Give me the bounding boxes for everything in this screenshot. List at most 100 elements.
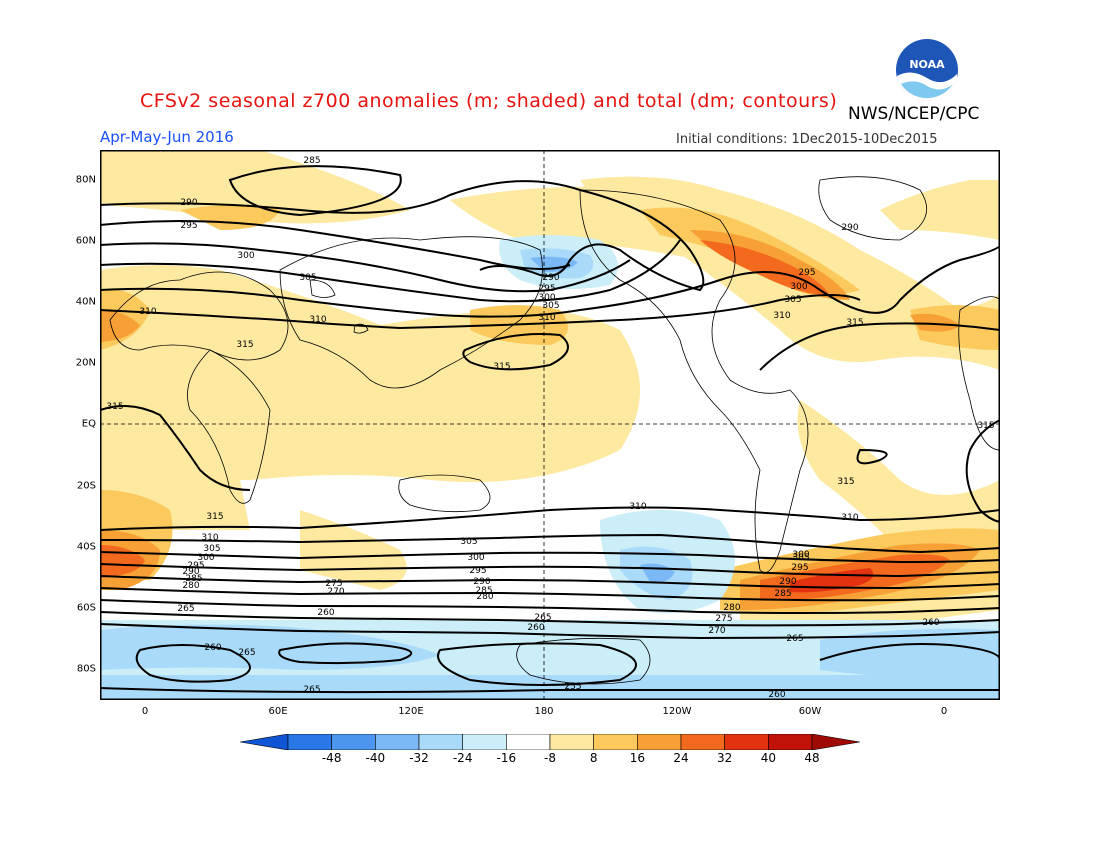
contour-label: 310	[201, 533, 218, 543]
contour-label: 305	[542, 301, 559, 311]
contour-label: 260	[922, 618, 939, 628]
chart-title: CFSv2 seasonal z700 anomalies (m; shaded…	[140, 90, 838, 112]
colorbar-tick-label: 16	[629, 751, 645, 765]
contour-label: 285	[303, 156, 320, 166]
colorbar-tick-label: -24	[452, 751, 473, 765]
colorbar-tick-label: 40	[760, 751, 776, 765]
contour-label: 305	[299, 273, 316, 283]
colorbar-max-arrow	[811, 734, 860, 750]
contour-label: 305	[460, 537, 477, 547]
lat-tick-label: 40N	[75, 296, 96, 308]
colorbar	[240, 734, 860, 750]
agency-label: NWS/NCEP/CPC	[848, 104, 980, 124]
colorbar-tick-label: 48	[804, 751, 820, 765]
contour-label: 315	[206, 512, 223, 522]
contour-label: 290	[841, 223, 858, 233]
contour-label: 265	[303, 685, 320, 695]
colorbar-swatch	[593, 734, 638, 750]
contour-label: 285	[774, 589, 791, 599]
latitude-axis: 80N 60N 40N 20N EQ 20S 40S 60S 80S	[60, 150, 96, 700]
contour-label: 305	[792, 553, 809, 563]
colorbar-swatch	[768, 734, 813, 750]
contour-label: 255	[564, 682, 581, 692]
contour-label: 315	[977, 421, 994, 431]
contour-label: 295	[798, 268, 815, 278]
colorbar-swatch	[331, 734, 376, 750]
lat-tick-label: 20S	[76, 480, 96, 492]
contour-label: 285	[475, 586, 492, 596]
lat-tick-label: 20N	[75, 357, 96, 369]
moderate-negative-shading	[100, 248, 1000, 700]
colorbar-swatch	[462, 734, 507, 750]
contour-label: 290	[473, 577, 490, 587]
colorbar-min-arrow	[240, 734, 289, 750]
contour-label: 275	[715, 614, 732, 624]
contour-label: 265	[534, 613, 551, 623]
coastlines	[109, 176, 1000, 685]
noaa-logo-text: NOAA	[909, 58, 945, 71]
contour-label: 290	[182, 567, 199, 577]
contour-label: 300	[467, 553, 484, 563]
height-contours	[100, 165, 1000, 694]
colorbar-swatch	[637, 734, 682, 750]
contour-label: 260	[204, 643, 221, 653]
contour-label: 300	[197, 553, 214, 563]
contour-label: 295	[469, 566, 486, 576]
contour-label: 310	[139, 307, 156, 317]
contour-label: 300	[237, 251, 254, 261]
colorbar-swatch	[375, 734, 420, 750]
contour-label: 280	[182, 581, 199, 591]
contour-labels: 285 290 295 300 305 310 310 315 315 315 …	[106, 156, 994, 700]
contour-label: 260	[317, 608, 334, 618]
contour-label: 290	[180, 198, 197, 208]
colorbar-tick-label: 32	[717, 751, 733, 765]
contour-label: 315	[493, 362, 510, 372]
contour-label: 270	[708, 626, 725, 636]
contour-label: 285	[185, 574, 202, 584]
contour-label: 305	[784, 295, 801, 305]
colorbar-swatch	[724, 734, 769, 750]
contour-label: 315	[837, 477, 854, 487]
map-frame	[100, 150, 1000, 700]
lon-tick-label: 120W	[662, 706, 692, 717]
lat-tick-label: 60S	[76, 602, 96, 614]
contour-label: 310	[309, 315, 326, 325]
contour-label: 310	[538, 313, 555, 323]
contour-label: 290	[779, 577, 796, 587]
contour-label: 260	[527, 623, 544, 633]
contour-label: 310	[773, 311, 790, 321]
noaa-logo-icon: NOAA	[896, 39, 958, 102]
lon-tick-label: 60W	[798, 706, 822, 717]
contour-label: 305	[203, 544, 220, 554]
lat-tick-label: 40S	[76, 541, 96, 553]
contour-label: 270	[327, 587, 344, 597]
contour-label: 260	[768, 690, 785, 700]
lon-tick-label: 60E	[268, 706, 288, 717]
contour-label: 265	[786, 634, 803, 644]
lon-tick-label: 0	[141, 706, 149, 717]
contour-label: 275	[325, 579, 342, 589]
contour-label: 315	[106, 402, 123, 412]
colorbar-swatch	[418, 734, 463, 750]
lat-tick-label: 80S	[76, 663, 96, 675]
colorbar-tick-label: -32	[409, 751, 429, 765]
contour-label: 295	[180, 221, 197, 231]
colorbar-tick-label: -16	[496, 751, 517, 765]
colorbar-tick-label: 24	[673, 751, 689, 765]
contour-label: 310	[841, 513, 858, 523]
contour-label: 295	[187, 561, 204, 571]
colorbar-tick-label: -48	[321, 751, 342, 765]
lon-tick-label: 180	[534, 706, 554, 717]
contour-label: 310	[629, 502, 646, 512]
colorbar-tick-label: 8	[589, 751, 598, 765]
contour-label: 280	[723, 603, 740, 613]
contour-label: 295	[791, 563, 808, 573]
lon-tick-label: 0	[940, 706, 948, 717]
season-label: Apr-May-Jun 2016	[100, 128, 234, 146]
colorbar-tick-label: -40	[365, 751, 386, 765]
contour-label: 315	[236, 340, 253, 350]
anomaly-map: 285 290 295 300 305 310 310 315 315 315 …	[100, 150, 1000, 700]
contour-label: 265	[177, 604, 194, 614]
contour-label: 280	[476, 592, 493, 602]
colorbar-swatch	[287, 734, 332, 750]
